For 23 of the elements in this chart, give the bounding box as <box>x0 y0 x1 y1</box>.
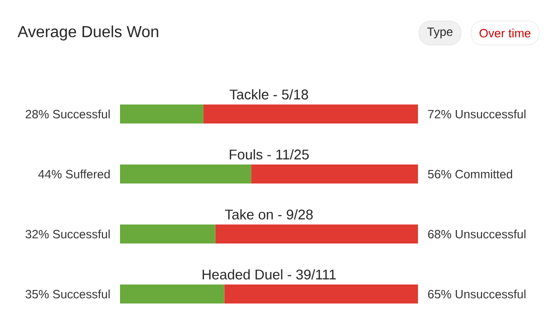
data-label: 35% Successful <box>26 290 110 298</box>
y-tick-label: Take on - 9/28 <box>224 209 313 220</box>
chart-title: Average Duels Won <box>18 26 158 40</box>
bar <box>120 284 224 304</box>
data-label: 28% Successful <box>26 110 110 118</box>
data-label: 68% Unsuccessful <box>428 230 526 238</box>
bar <box>120 164 252 184</box>
data-label: 72% Unsuccessful <box>428 110 526 118</box>
y-tick-label: Headed Duel - 39/111 <box>202 269 336 280</box>
bar <box>251 164 418 184</box>
text: Type <box>427 28 452 38</box>
bar <box>120 104 204 124</box>
y-tick-label: Tackle - 5/18 <box>230 89 308 100</box>
text: Over time <box>480 28 530 38</box>
bar <box>120 224 216 244</box>
data-label: 65% Unsuccessful <box>428 290 526 298</box>
y-tick-label: Fouls - 11/25 <box>230 149 309 160</box>
bar <box>203 104 418 124</box>
bar <box>224 284 418 304</box>
data-label: 44% Suffered <box>38 170 110 178</box>
data-label: 56% Committed <box>428 170 512 178</box>
data-label: 32% Successful <box>26 230 110 238</box>
bar <box>215 224 418 244</box>
